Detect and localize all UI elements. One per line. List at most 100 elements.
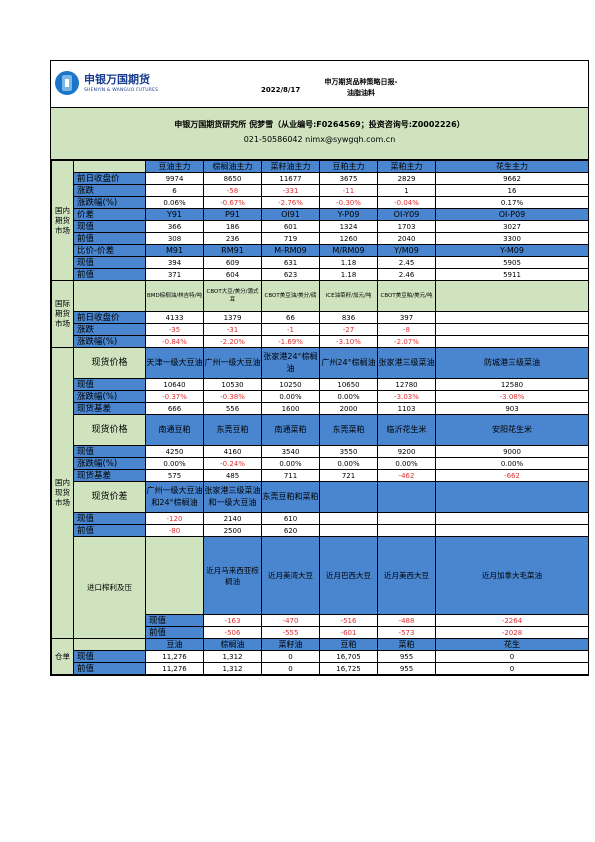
- column-header: M-RM09: [261, 244, 320, 257]
- contact-line: 021-50586042 nimx@sywgqh.com.cn: [243, 135, 396, 144]
- table-row: 涨跌 6 -58 -331 -11 1 16: [52, 184, 589, 197]
- data-cell: 0.00%: [435, 457, 589, 470]
- data-cell: 2829: [377, 172, 436, 185]
- column-header: OI-Y09: [377, 208, 436, 221]
- data-cell: [319, 524, 378, 537]
- section-label: 国内现货市场: [51, 347, 74, 639]
- data-cell: 11,276: [145, 650, 204, 663]
- data-cell: 9662: [435, 172, 589, 185]
- data-cell: 1600: [261, 402, 320, 415]
- data-cell: 12580: [435, 378, 589, 391]
- column-header: [377, 481, 436, 513]
- data-cell: 3027: [435, 220, 589, 233]
- data-cell: 10650: [319, 378, 378, 391]
- data-cell: 3540: [261, 445, 320, 458]
- data-cell: -120: [145, 512, 204, 525]
- report-sheet: 申银万国期货 SHENYIN & WANGUO FUTURES 2022/8/1…: [50, 60, 589, 676]
- data-cell: 711: [261, 469, 320, 482]
- column-header: 广州一级大豆油和24°棕榈油: [145, 481, 204, 513]
- data-table: 国内期货市场 豆油主力 棕榈油主力 菜籽油主力 豆粕主力 菜粕主力 花生主力 前日收盘价 997…: [51, 160, 589, 675]
- data-cell: 955: [377, 662, 436, 675]
- column-header: 豆油: [145, 638, 204, 651]
- data-cell: 10250: [261, 378, 320, 391]
- data-cell: 12780: [377, 378, 436, 391]
- data-cell: [319, 512, 378, 525]
- column-header: 东莞豆粕: [203, 414, 262, 446]
- column-header: 临沂花生米: [377, 414, 436, 446]
- data-cell: 955: [377, 650, 436, 663]
- data-cell: 575: [145, 469, 204, 482]
- table-row: 比价-价差 M91 RM91 M-RM09 M/RM09 Y/M09 Y-M09: [52, 244, 589, 257]
- data-cell: -573: [377, 626, 436, 639]
- data-cell: -27: [319, 323, 378, 336]
- analyst-info: 申银万国期货研究所 倪梦雪（从业编号:F0264569；投资咨询号:Z00022…: [51, 108, 588, 160]
- table-row: 前值 371 604 623 1.18 2.46 5911: [52, 268, 589, 281]
- column-header: 价差: [73, 208, 146, 221]
- company-logo: 申银万国期货 SHENYIN & WANGUO FUTURES: [55, 69, 167, 99]
- data-cell: 11,276: [145, 662, 204, 675]
- column-header: 比价-价差: [73, 244, 146, 257]
- report-header: 申银万国期货 SHENYIN & WANGUO FUTURES 2022/8/1…: [51, 61, 588, 108]
- table-row: 现值 394 609 631 1.18 2.45 5905: [52, 256, 589, 269]
- data-cell: -2264: [435, 614, 589, 627]
- data-cell: 8650: [203, 172, 262, 185]
- data-cell: -2028: [435, 626, 589, 639]
- data-cell: 0.00%: [145, 457, 204, 470]
- column-header: 广州24°棕榈油: [319, 347, 378, 379]
- column-header: 近月美湾大豆: [261, 536, 320, 615]
- table-row: 前日收盘价 4133 1379 66 836 397: [52, 311, 589, 324]
- data-cell: 620: [261, 524, 320, 537]
- column-header: BMD棕榈油/林吉特/吨: [145, 280, 204, 312]
- data-cell: 1: [377, 184, 436, 197]
- data-cell: -516: [319, 614, 378, 627]
- data-cell: 719: [261, 232, 320, 245]
- row-label: 现值: [73, 378, 146, 391]
- row-label: 涨跌幅(%): [73, 335, 146, 348]
- data-cell: 1.18: [319, 256, 378, 269]
- data-cell: 903: [435, 402, 589, 415]
- logo-subtitle: SHENYIN & WANGUO FUTURES: [84, 88, 159, 93]
- column-header: M/RM09: [319, 244, 378, 257]
- column-header: P91: [203, 208, 262, 221]
- column-header: 棕榈油主力: [203, 160, 262, 173]
- data-cell: 3550: [319, 445, 378, 458]
- table-row: 前值 308 236 719 1260 2040 3300: [52, 232, 589, 245]
- data-cell: 0.00%: [319, 457, 378, 470]
- table-row: 涨跌幅(%) -0.84% -2.20% -1.69% -3.10% -2.07%: [52, 335, 589, 348]
- column-header: Y-M09: [435, 244, 589, 257]
- data-cell: 2000: [319, 402, 378, 415]
- data-cell: [435, 524, 589, 537]
- table-row: 前日收盘价 9974 8650 11677 3675 2829 9662: [52, 172, 589, 185]
- data-cell: -0.24%: [203, 457, 262, 470]
- data-cell: -506: [203, 626, 262, 639]
- data-cell: -31: [203, 323, 262, 336]
- data-cell: 604: [203, 268, 262, 281]
- data-cell: 66: [261, 311, 320, 324]
- data-cell: -8: [377, 323, 436, 336]
- data-cell: 0.06%: [145, 196, 204, 209]
- data-cell: 4160: [203, 445, 262, 458]
- column-header: 张家港三级菜油和一级大豆油: [203, 481, 262, 513]
- data-cell: 236: [203, 232, 262, 245]
- data-cell: -3.10%: [319, 335, 378, 348]
- column-header: 豆粕: [319, 638, 378, 651]
- data-cell: 2.45: [377, 256, 436, 269]
- column-header: 豆油主力: [145, 160, 204, 173]
- column-header: 近月马来西亚棕榈油: [203, 536, 262, 615]
- data-cell: -163: [203, 614, 262, 627]
- data-cell: 0.00%: [261, 390, 320, 403]
- column-header: 广州一级大豆油: [203, 347, 262, 379]
- data-cell: [435, 512, 589, 525]
- column-header: 豆粕主力: [319, 160, 378, 173]
- row-label: 涨跌幅(%): [73, 196, 146, 209]
- column-header: CBOT美豆粕/美元/吨: [377, 280, 436, 312]
- row-label: 涨跌幅(%): [73, 457, 146, 470]
- data-cell: 631: [261, 256, 320, 269]
- data-cell: -1: [261, 323, 320, 336]
- data-cell: 9200: [377, 445, 436, 458]
- data-cell: -3.08%: [435, 390, 589, 403]
- block-label: 现货价格: [73, 414, 146, 446]
- table-row: 仓单 豆油 棕榈油 菜籽油 豆粕 菜粕 花生: [51, 638, 589, 675]
- column-header: 菜粕主力: [377, 160, 436, 173]
- row-label: 涨跌: [73, 184, 146, 197]
